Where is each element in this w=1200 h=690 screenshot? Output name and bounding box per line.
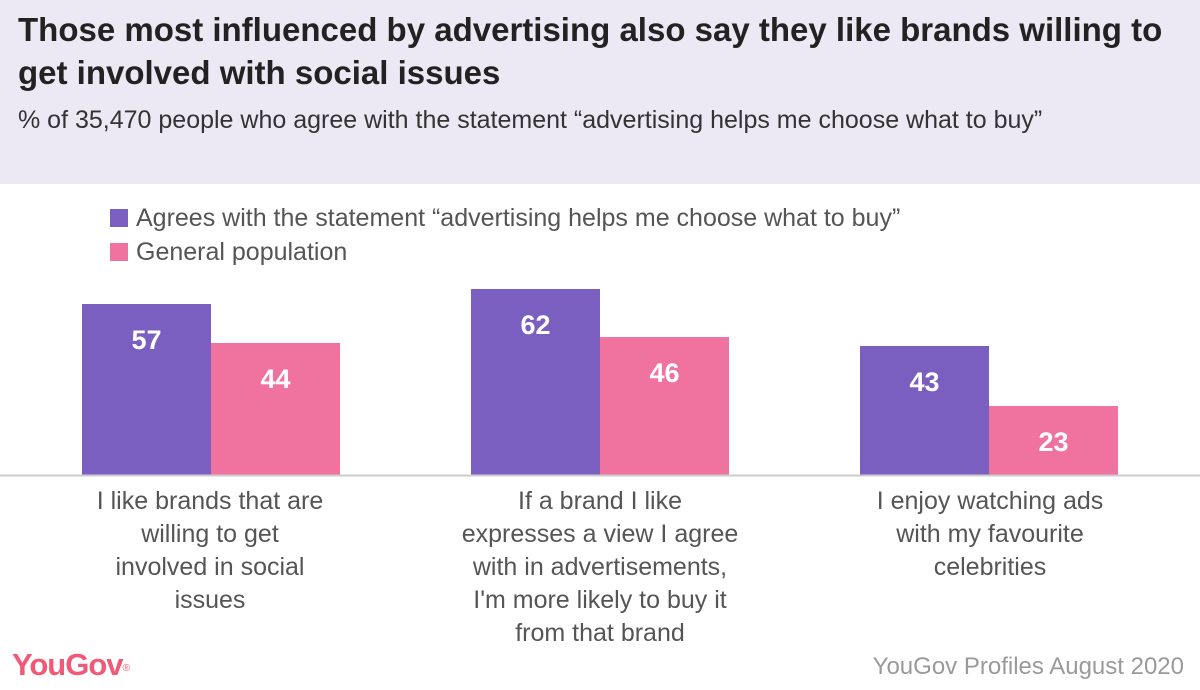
data-label-agree-3: 43	[909, 367, 939, 397]
bar-general-1	[211, 343, 340, 475]
data-label-agree-2: 62	[520, 310, 550, 340]
bar-agree-1	[82, 304, 211, 475]
source-note: YouGov Profiles August 2020	[872, 653, 1184, 680]
header-band: Those most influenced by advertising als…	[0, 0, 1200, 184]
legend-item-general: General population	[110, 235, 900, 269]
bar-agree-2	[471, 289, 600, 475]
chart-subtitle: % of 35,470 people who agree with the st…	[18, 106, 1043, 134]
yougov-logo-text: YouGov	[12, 647, 124, 682]
data-label-general-3: 23	[1038, 427, 1068, 457]
legend-swatch-agree	[110, 209, 128, 227]
bar-general-3	[989, 406, 1118, 475]
category-label-3: I enjoy watching ads with my favourite cel…	[877, 487, 1104, 581]
legend-swatch-general	[110, 243, 128, 261]
legend-label-agree: Agrees with the statement “advertising h…	[136, 204, 901, 232]
bar-chart: 57 44 62 46 43 23 I like brands that are willin…	[0, 289, 1200, 647]
data-label-agree-1: 57	[131, 325, 161, 355]
category-label-2: If a brand I like expresses a view I agre…	[462, 487, 739, 647]
chart-title: Those most influenced by advertising als…	[18, 11, 1163, 91]
data-label-general-2: 46	[649, 358, 679, 388]
legend-label-general: General population	[136, 238, 348, 266]
bar-agree-3	[860, 346, 989, 475]
trademark-mark: ®	[122, 663, 130, 674]
legend: Agrees with the statement “advertising h…	[110, 201, 900, 269]
data-label-general-1: 44	[260, 364, 290, 394]
category-label-1: I like brands that are willing to get invo…	[97, 487, 324, 614]
yougov-logo: YouGov®	[12, 645, 130, 685]
bar-general-2	[600, 337, 729, 475]
legend-item-agree: Agrees with the statement “advertising h…	[110, 201, 900, 235]
